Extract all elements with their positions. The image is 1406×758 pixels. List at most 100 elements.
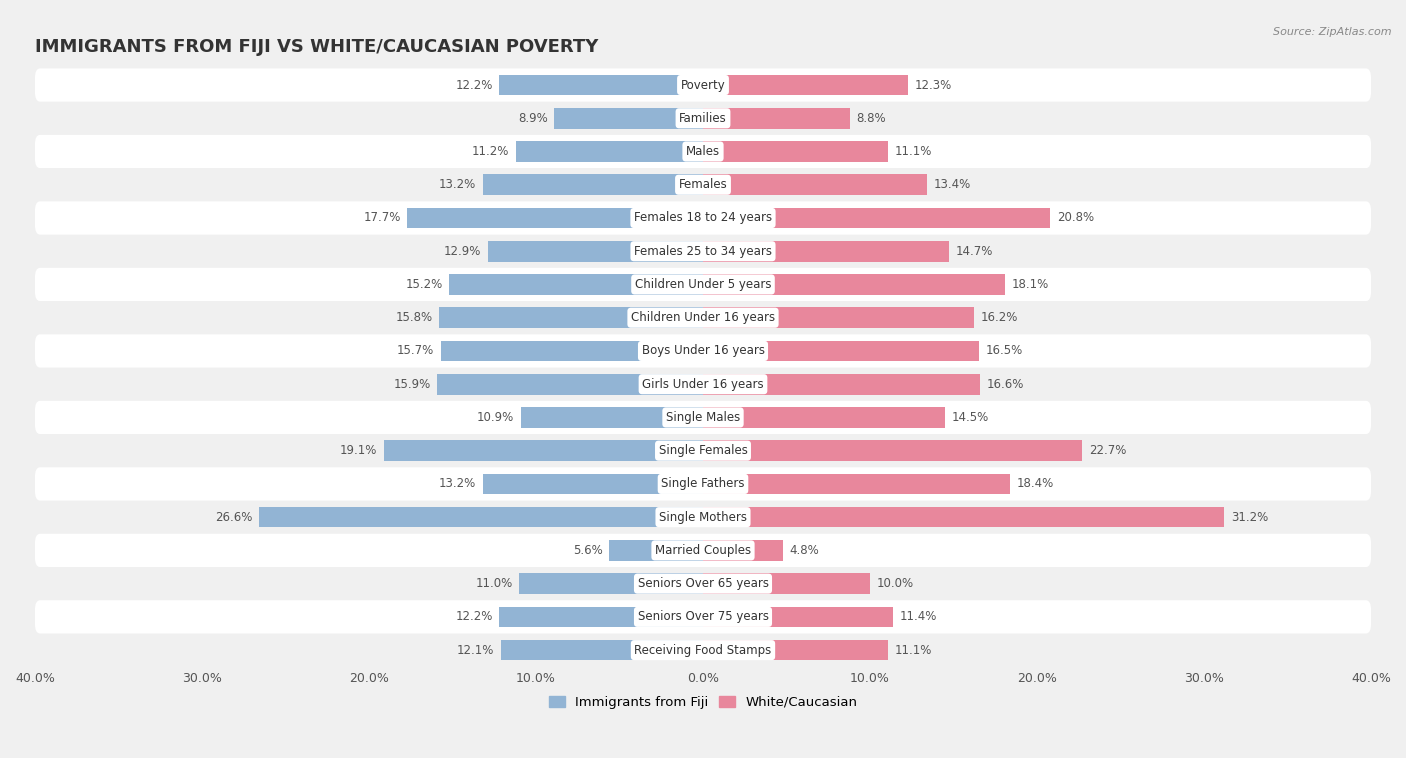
Text: Females 25 to 34 years: Females 25 to 34 years bbox=[634, 245, 772, 258]
Text: Seniors Over 75 years: Seniors Over 75 years bbox=[637, 610, 769, 623]
Text: Single Females: Single Females bbox=[658, 444, 748, 457]
Bar bbox=[35, 368, 1371, 401]
Text: 10.9%: 10.9% bbox=[477, 411, 515, 424]
FancyBboxPatch shape bbox=[35, 334, 1371, 368]
Text: Females 18 to 24 years: Females 18 to 24 years bbox=[634, 211, 772, 224]
FancyBboxPatch shape bbox=[35, 202, 1371, 235]
Text: 10.0%: 10.0% bbox=[877, 577, 914, 590]
Bar bbox=[703, 108, 851, 129]
Text: 12.1%: 12.1% bbox=[457, 644, 495, 656]
Bar bbox=[259, 507, 703, 528]
Bar bbox=[499, 606, 703, 627]
Text: Single Mothers: Single Mothers bbox=[659, 511, 747, 524]
Bar bbox=[35, 301, 1371, 334]
Bar bbox=[703, 308, 973, 328]
Bar bbox=[703, 640, 889, 660]
Text: Children Under 16 years: Children Under 16 years bbox=[631, 312, 775, 324]
Text: Source: ZipAtlas.com: Source: ZipAtlas.com bbox=[1274, 27, 1392, 36]
Bar bbox=[449, 274, 703, 295]
Text: 22.7%: 22.7% bbox=[1088, 444, 1126, 457]
Bar bbox=[703, 374, 980, 394]
Text: 13.2%: 13.2% bbox=[439, 478, 475, 490]
Text: Seniors Over 65 years: Seniors Over 65 years bbox=[637, 577, 769, 590]
Bar bbox=[35, 567, 1371, 600]
Text: Families: Families bbox=[679, 111, 727, 125]
Text: Females: Females bbox=[679, 178, 727, 191]
Bar bbox=[703, 606, 893, 627]
Bar bbox=[35, 634, 1371, 667]
Bar bbox=[35, 235, 1371, 268]
Bar bbox=[703, 241, 949, 262]
Text: 18.4%: 18.4% bbox=[1017, 478, 1054, 490]
Text: 14.7%: 14.7% bbox=[955, 245, 993, 258]
Text: 11.0%: 11.0% bbox=[475, 577, 513, 590]
Text: 13.2%: 13.2% bbox=[439, 178, 475, 191]
FancyBboxPatch shape bbox=[35, 467, 1371, 500]
Text: 17.7%: 17.7% bbox=[363, 211, 401, 224]
Bar bbox=[482, 174, 703, 195]
FancyBboxPatch shape bbox=[35, 401, 1371, 434]
Text: 5.6%: 5.6% bbox=[574, 544, 603, 557]
Text: 16.6%: 16.6% bbox=[987, 377, 1025, 390]
Bar bbox=[499, 75, 703, 96]
Text: 12.2%: 12.2% bbox=[456, 79, 492, 92]
Text: 11.2%: 11.2% bbox=[472, 145, 509, 158]
Text: 15.7%: 15.7% bbox=[396, 344, 434, 358]
Text: 12.3%: 12.3% bbox=[915, 79, 952, 92]
Text: 14.5%: 14.5% bbox=[952, 411, 988, 424]
Bar bbox=[35, 500, 1371, 534]
Text: 11.1%: 11.1% bbox=[896, 644, 932, 656]
Text: 12.9%: 12.9% bbox=[443, 245, 481, 258]
Bar bbox=[516, 141, 703, 161]
Bar bbox=[703, 208, 1050, 228]
Text: 26.6%: 26.6% bbox=[215, 511, 252, 524]
Bar bbox=[554, 108, 703, 129]
Text: Single Males: Single Males bbox=[666, 411, 740, 424]
Text: Children Under 5 years: Children Under 5 years bbox=[634, 278, 772, 291]
Bar bbox=[703, 440, 1083, 461]
Text: Poverty: Poverty bbox=[681, 79, 725, 92]
Bar bbox=[703, 407, 945, 428]
Text: 19.1%: 19.1% bbox=[340, 444, 377, 457]
Text: 8.8%: 8.8% bbox=[856, 111, 886, 125]
Text: Married Couples: Married Couples bbox=[655, 544, 751, 557]
Text: 11.1%: 11.1% bbox=[896, 145, 932, 158]
Bar bbox=[35, 168, 1371, 202]
Text: 11.4%: 11.4% bbox=[900, 610, 938, 623]
Text: 16.5%: 16.5% bbox=[986, 344, 1022, 358]
FancyBboxPatch shape bbox=[35, 600, 1371, 634]
Bar bbox=[703, 507, 1225, 528]
Bar bbox=[519, 573, 703, 594]
FancyBboxPatch shape bbox=[35, 268, 1371, 301]
Bar bbox=[703, 141, 889, 161]
Bar bbox=[35, 102, 1371, 135]
Text: 8.9%: 8.9% bbox=[517, 111, 548, 125]
Bar bbox=[703, 340, 979, 362]
Text: 15.9%: 15.9% bbox=[394, 377, 430, 390]
Bar bbox=[384, 440, 703, 461]
Text: 16.2%: 16.2% bbox=[980, 312, 1018, 324]
Text: Single Fathers: Single Fathers bbox=[661, 478, 745, 490]
Text: 15.8%: 15.8% bbox=[395, 312, 433, 324]
Bar bbox=[609, 540, 703, 561]
Text: 15.2%: 15.2% bbox=[405, 278, 443, 291]
Bar bbox=[703, 274, 1005, 295]
FancyBboxPatch shape bbox=[35, 135, 1371, 168]
Text: Boys Under 16 years: Boys Under 16 years bbox=[641, 344, 765, 358]
Text: 31.2%: 31.2% bbox=[1230, 511, 1268, 524]
Bar bbox=[482, 474, 703, 494]
Bar bbox=[522, 407, 703, 428]
Bar bbox=[488, 241, 703, 262]
Bar bbox=[703, 573, 870, 594]
Bar bbox=[703, 474, 1011, 494]
Text: Receiving Food Stamps: Receiving Food Stamps bbox=[634, 644, 772, 656]
Text: 18.1%: 18.1% bbox=[1012, 278, 1049, 291]
Text: Girls Under 16 years: Girls Under 16 years bbox=[643, 377, 763, 390]
Text: 13.4%: 13.4% bbox=[934, 178, 970, 191]
Text: Males: Males bbox=[686, 145, 720, 158]
Bar bbox=[501, 640, 703, 660]
Bar bbox=[408, 208, 703, 228]
Bar bbox=[703, 174, 927, 195]
Bar bbox=[441, 340, 703, 362]
Text: 4.8%: 4.8% bbox=[790, 544, 820, 557]
